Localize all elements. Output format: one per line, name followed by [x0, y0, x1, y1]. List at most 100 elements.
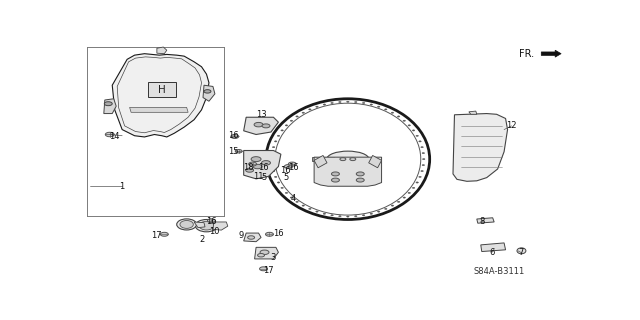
Circle shape [248, 236, 255, 239]
Circle shape [422, 158, 425, 160]
Circle shape [332, 172, 339, 176]
Text: FR.: FR. [519, 49, 534, 59]
Circle shape [262, 161, 271, 165]
Circle shape [391, 112, 394, 113]
Circle shape [391, 205, 394, 206]
Circle shape [362, 102, 365, 104]
Text: 16: 16 [288, 163, 299, 172]
Circle shape [285, 125, 288, 126]
Polygon shape [453, 114, 508, 181]
Text: 1: 1 [120, 182, 125, 191]
Circle shape [271, 153, 274, 154]
Circle shape [248, 162, 257, 166]
Circle shape [281, 130, 284, 131]
Text: 16: 16 [258, 163, 269, 172]
Circle shape [271, 158, 273, 160]
Circle shape [254, 123, 263, 127]
Circle shape [416, 182, 419, 183]
Circle shape [262, 124, 270, 128]
Circle shape [161, 232, 168, 236]
Text: 8: 8 [479, 218, 484, 227]
Ellipse shape [180, 220, 193, 228]
Text: 15: 15 [228, 147, 239, 156]
Circle shape [385, 208, 387, 210]
Circle shape [207, 219, 216, 223]
Circle shape [370, 213, 372, 214]
Circle shape [316, 211, 318, 212]
Circle shape [316, 106, 318, 107]
Circle shape [416, 135, 419, 136]
Circle shape [260, 267, 268, 271]
Ellipse shape [327, 151, 369, 167]
Polygon shape [477, 218, 494, 223]
Text: 16: 16 [273, 228, 284, 237]
Circle shape [246, 168, 253, 172]
Circle shape [323, 104, 326, 105]
Circle shape [378, 106, 380, 107]
Text: 17: 17 [152, 231, 162, 240]
Polygon shape [469, 111, 477, 114]
Text: 16: 16 [206, 218, 217, 227]
Text: 16: 16 [280, 166, 291, 175]
Text: 16: 16 [228, 131, 239, 140]
Circle shape [340, 158, 346, 161]
Polygon shape [481, 243, 506, 252]
Circle shape [277, 135, 280, 136]
Polygon shape [129, 108, 188, 112]
Circle shape [362, 215, 365, 216]
Circle shape [332, 178, 339, 182]
Text: 18: 18 [243, 163, 254, 172]
Circle shape [296, 201, 298, 203]
Circle shape [308, 109, 311, 110]
Circle shape [408, 125, 410, 126]
Text: 10: 10 [209, 227, 219, 236]
Circle shape [273, 171, 275, 172]
Text: 17: 17 [263, 266, 274, 275]
Text: 13: 13 [256, 110, 266, 119]
Circle shape [204, 90, 211, 93]
Circle shape [285, 192, 288, 194]
Circle shape [403, 120, 406, 121]
Text: 3: 3 [271, 253, 276, 262]
Circle shape [339, 101, 341, 103]
Circle shape [356, 172, 364, 176]
Text: 11: 11 [253, 172, 264, 181]
Polygon shape [112, 54, 209, 137]
Circle shape [273, 147, 275, 148]
Circle shape [331, 102, 333, 104]
Ellipse shape [177, 219, 196, 230]
Circle shape [260, 250, 269, 254]
Polygon shape [369, 156, 381, 168]
Circle shape [412, 130, 415, 131]
Text: H: H [158, 85, 166, 95]
Text: 12: 12 [506, 121, 516, 130]
Text: 2: 2 [199, 235, 204, 244]
Polygon shape [157, 47, 167, 54]
Polygon shape [328, 157, 334, 162]
Circle shape [290, 120, 292, 121]
Circle shape [302, 205, 305, 206]
Circle shape [253, 164, 262, 169]
Circle shape [331, 215, 333, 216]
Circle shape [104, 102, 112, 106]
Text: S84A-B3111: S84A-B3111 [474, 267, 525, 276]
Text: 4: 4 [291, 194, 296, 203]
Polygon shape [244, 233, 261, 242]
Polygon shape [148, 82, 176, 97]
Circle shape [355, 101, 357, 103]
Circle shape [397, 116, 400, 117]
Circle shape [275, 141, 277, 142]
Circle shape [378, 211, 380, 212]
Text: 9: 9 [239, 231, 244, 240]
Circle shape [397, 201, 400, 203]
Circle shape [323, 213, 326, 214]
Circle shape [347, 216, 349, 217]
Circle shape [257, 253, 264, 257]
Text: 5: 5 [261, 173, 266, 182]
Circle shape [355, 216, 357, 217]
Circle shape [275, 176, 277, 178]
Circle shape [236, 149, 242, 153]
Circle shape [308, 208, 311, 210]
Circle shape [277, 182, 280, 183]
Polygon shape [213, 222, 228, 230]
